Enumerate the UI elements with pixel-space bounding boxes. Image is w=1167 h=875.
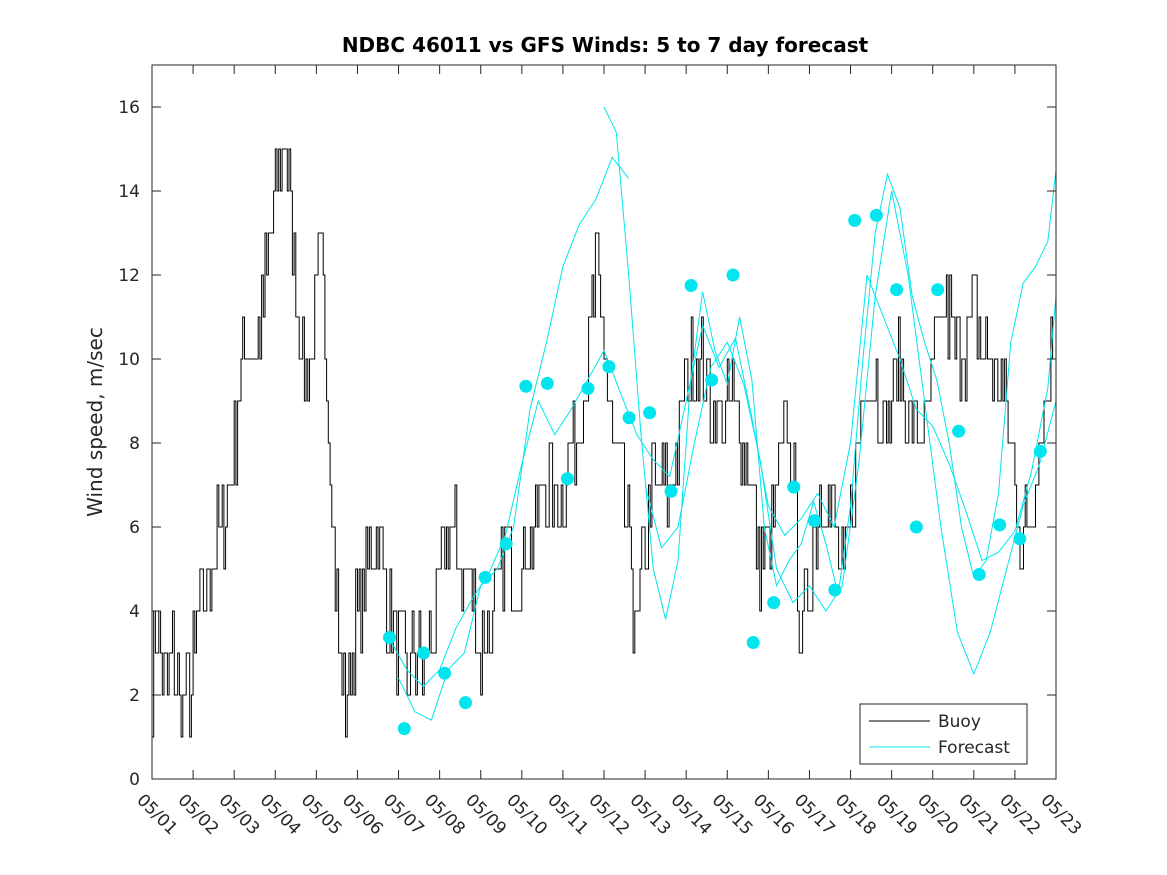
y-tick-label: 0 xyxy=(129,770,140,790)
forecast-marker-26 xyxy=(890,283,904,297)
plot-area xyxy=(152,106,1056,738)
forecast-marker-19 xyxy=(746,636,760,649)
forecast-marker-29 xyxy=(952,424,966,438)
forecast-marker-23 xyxy=(828,583,842,597)
buoy-series-line xyxy=(152,148,1055,738)
legend-label-1: Buoy xyxy=(938,712,981,732)
y-tick-label: 14 xyxy=(118,182,140,202)
legend-box xyxy=(859,703,1028,765)
chart-title: NDBC 46011 vs GFS Winds: 5 to 7 day fore… xyxy=(342,33,869,57)
forecast-marker-28 xyxy=(931,283,945,297)
forecast-marker-31 xyxy=(993,518,1007,532)
forecast-marker-2 xyxy=(397,722,411,736)
forecast-marker-11 xyxy=(581,381,595,395)
forecast-marker-24 xyxy=(848,213,862,227)
forecast-marker-15 xyxy=(664,484,678,498)
forecast-series-line-4 xyxy=(644,190,1056,676)
forecast-marker-5 xyxy=(459,696,472,710)
forecast-marker-13 xyxy=(622,411,636,425)
y-tick-label: 16 xyxy=(118,98,140,118)
y-tick-label: 12 xyxy=(118,266,140,286)
forecast-marker-33 xyxy=(1033,444,1047,458)
forecast-marker-12 xyxy=(602,360,616,374)
forecast-marker-4 xyxy=(438,666,452,680)
forecast-marker-32 xyxy=(1013,532,1027,546)
y-tick-label: 4 xyxy=(129,602,140,622)
forecast-marker-9 xyxy=(540,376,554,390)
forecast-marker-3 xyxy=(417,646,431,660)
y-tick-label: 6 xyxy=(129,518,140,538)
forecast-marker-22 xyxy=(807,514,821,528)
forecast-marker-30 xyxy=(972,568,986,581)
forecast-marker-1 xyxy=(383,631,396,644)
legend-label-2: Forecast xyxy=(938,738,1010,758)
forecast-marker-21 xyxy=(787,480,801,494)
legend: Buoy Forecast xyxy=(859,703,1028,765)
forecast-marker-8 xyxy=(519,379,533,393)
y-tick-label: 10 xyxy=(118,350,140,370)
forecast-series-line-2 xyxy=(398,156,630,721)
forecast-marker-25 xyxy=(869,208,883,222)
forecast-marker-20 xyxy=(767,596,781,610)
y-tick-label: 8 xyxy=(129,434,140,454)
forecast-marker-17 xyxy=(705,373,719,387)
forecast-marker-14 xyxy=(643,406,657,420)
forecast-marker-16 xyxy=(684,279,698,292)
y-tick-label: 2 xyxy=(129,686,140,706)
forecast-marker-27 xyxy=(909,520,923,534)
forecast-marker-7 xyxy=(499,537,513,551)
forecast-marker-10 xyxy=(560,472,574,486)
forecast-series-line-3 xyxy=(603,106,1056,620)
forecast-marker-18 xyxy=(726,268,740,282)
forecast-marker-6 xyxy=(478,570,492,584)
y-axis-label: Wind speed, m/sec xyxy=(83,327,107,517)
